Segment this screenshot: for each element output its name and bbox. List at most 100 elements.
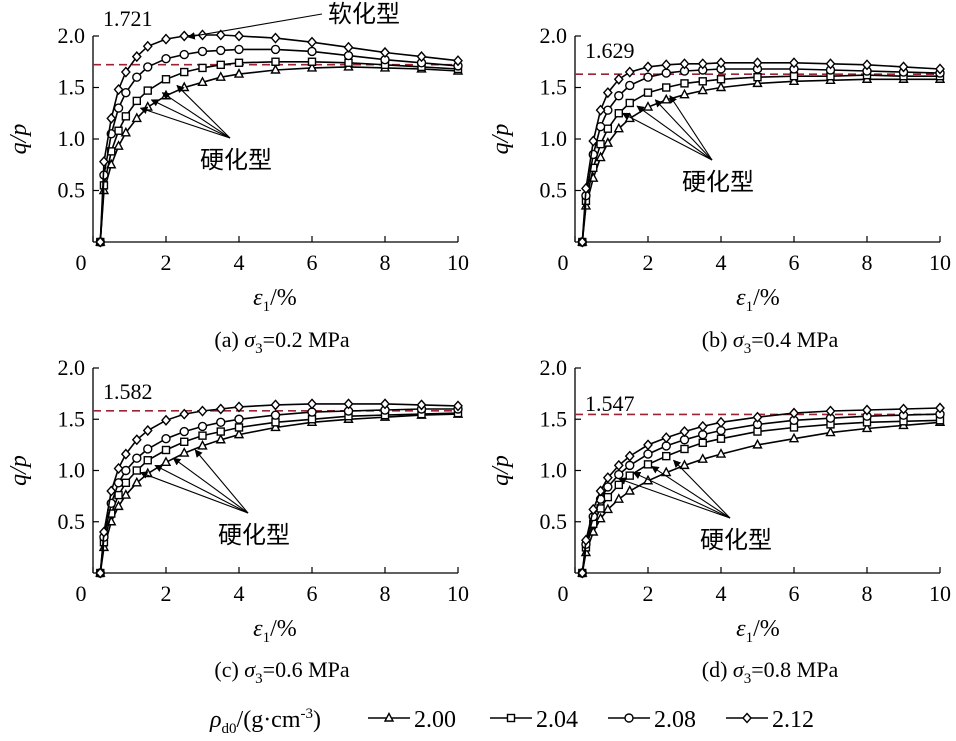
data-point bbox=[113, 478, 124, 488]
data-point bbox=[935, 63, 945, 75]
data-point bbox=[270, 32, 281, 44]
x-axis-label: ε1/% bbox=[253, 616, 297, 646]
data-point bbox=[271, 57, 280, 66]
data-point bbox=[643, 61, 653, 73]
data-point bbox=[602, 472, 613, 484]
x-tick-label: 10 bbox=[447, 581, 469, 606]
x-tick-label: 8 bbox=[862, 250, 873, 275]
data-point bbox=[270, 44, 281, 55]
panel-caption: (b) σ3=0.4 MPa bbox=[702, 327, 839, 357]
data-point bbox=[271, 418, 280, 427]
series-2.08 bbox=[577, 409, 945, 578]
annotation-arrow bbox=[187, 13, 323, 40]
data-point bbox=[716, 434, 726, 443]
x-tick-label: 8 bbox=[862, 581, 873, 606]
panel-caption: (d) σ3=0.8 MPa bbox=[702, 657, 839, 687]
data-point bbox=[613, 493, 624, 503]
annotation-arrow bbox=[632, 472, 731, 519]
data-point bbox=[120, 448, 131, 460]
annotation-text: 硬化型 bbox=[200, 146, 272, 174]
data-point bbox=[643, 460, 653, 469]
data-point bbox=[752, 411, 763, 423]
x-tick-label: 0 bbox=[76, 581, 87, 606]
y-tick-label: 0.5 bbox=[540, 509, 568, 534]
legend-title: ρd0/(g·cm-3) bbox=[209, 706, 321, 737]
annotation-arrow bbox=[636, 105, 713, 161]
data-point bbox=[197, 405, 208, 417]
data-point bbox=[624, 66, 635, 78]
data-point bbox=[161, 434, 171, 444]
annotation-text: 硬化型 bbox=[700, 526, 772, 554]
series-line bbox=[581, 61, 941, 243]
legend-label: 2.08 bbox=[654, 707, 696, 733]
annotation-arrow bbox=[176, 84, 231, 139]
data-point bbox=[179, 408, 190, 420]
x-axis-label: ε1/% bbox=[253, 285, 297, 315]
x-tick-label: 0 bbox=[76, 250, 87, 275]
data-point bbox=[160, 456, 172, 466]
data-point bbox=[789, 57, 799, 69]
data-point bbox=[679, 88, 690, 99]
legend-entry-2.00: 2.00 bbox=[368, 707, 456, 733]
annotation-arrow bbox=[172, 457, 249, 514]
data-point bbox=[614, 480, 623, 490]
data-point bbox=[697, 420, 708, 432]
data-point bbox=[180, 67, 189, 77]
annotation-arrow bbox=[654, 99, 713, 161]
data-point bbox=[233, 428, 245, 439]
data-point bbox=[131, 112, 142, 123]
x-tick-label: 2 bbox=[161, 250, 172, 275]
data-point bbox=[197, 421, 208, 432]
data-point bbox=[614, 109, 623, 118]
data-point bbox=[113, 140, 124, 150]
data-point bbox=[661, 93, 672, 104]
annotation-text: 硬化型 bbox=[682, 168, 754, 196]
data-point bbox=[197, 76, 208, 87]
data-point bbox=[789, 423, 799, 432]
data-point bbox=[697, 453, 708, 463]
data-point bbox=[752, 438, 763, 449]
reference-value-label: 1.547 bbox=[585, 391, 635, 416]
annotation-arrow bbox=[194, 449, 249, 514]
chart-panel-d: 0 2 4 6 8 10 0.5 1.0 1.5 2.0 q/p ε1/% 1.547 硬化型 (d) σ3… bbox=[488, 355, 951, 687]
data-point bbox=[825, 426, 836, 437]
series-line bbox=[581, 78, 940, 243]
data-point bbox=[307, 398, 317, 410]
data-point bbox=[716, 416, 726, 428]
annotation-arrow bbox=[150, 99, 231, 139]
data-point bbox=[625, 80, 635, 91]
y-tick-label: 0.5 bbox=[58, 509, 86, 534]
data-point bbox=[577, 236, 588, 248]
series-line bbox=[99, 412, 459, 574]
series-line bbox=[99, 60, 459, 243]
data-point bbox=[216, 60, 225, 70]
data-point bbox=[216, 417, 226, 428]
data-point bbox=[307, 46, 317, 57]
data-point bbox=[198, 63, 207, 73]
data-point bbox=[643, 449, 653, 459]
data-point bbox=[131, 476, 142, 487]
data-point bbox=[788, 75, 800, 86]
data-point bbox=[596, 139, 605, 149]
data-point bbox=[602, 87, 613, 99]
data-point bbox=[715, 81, 727, 92]
series-2.08 bbox=[577, 64, 945, 247]
data-point bbox=[698, 438, 707, 448]
data-point bbox=[643, 88, 653, 97]
reference-value-label: 1.629 bbox=[585, 38, 635, 63]
data-point bbox=[753, 72, 762, 82]
data-point bbox=[233, 68, 245, 78]
data-point bbox=[106, 112, 117, 124]
series-2.12 bbox=[95, 398, 463, 579]
data-point bbox=[603, 124, 613, 133]
data-point bbox=[661, 432, 672, 444]
data-point bbox=[788, 432, 800, 443]
data-point bbox=[789, 407, 799, 419]
annotation-arrow bbox=[621, 112, 713, 161]
data-point bbox=[453, 55, 463, 67]
data-point bbox=[581, 534, 591, 546]
data-point bbox=[234, 58, 244, 67]
